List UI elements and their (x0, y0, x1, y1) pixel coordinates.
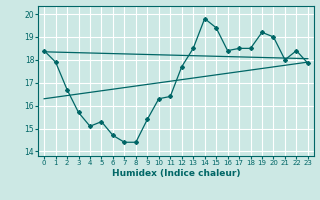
X-axis label: Humidex (Indice chaleur): Humidex (Indice chaleur) (112, 169, 240, 178)
